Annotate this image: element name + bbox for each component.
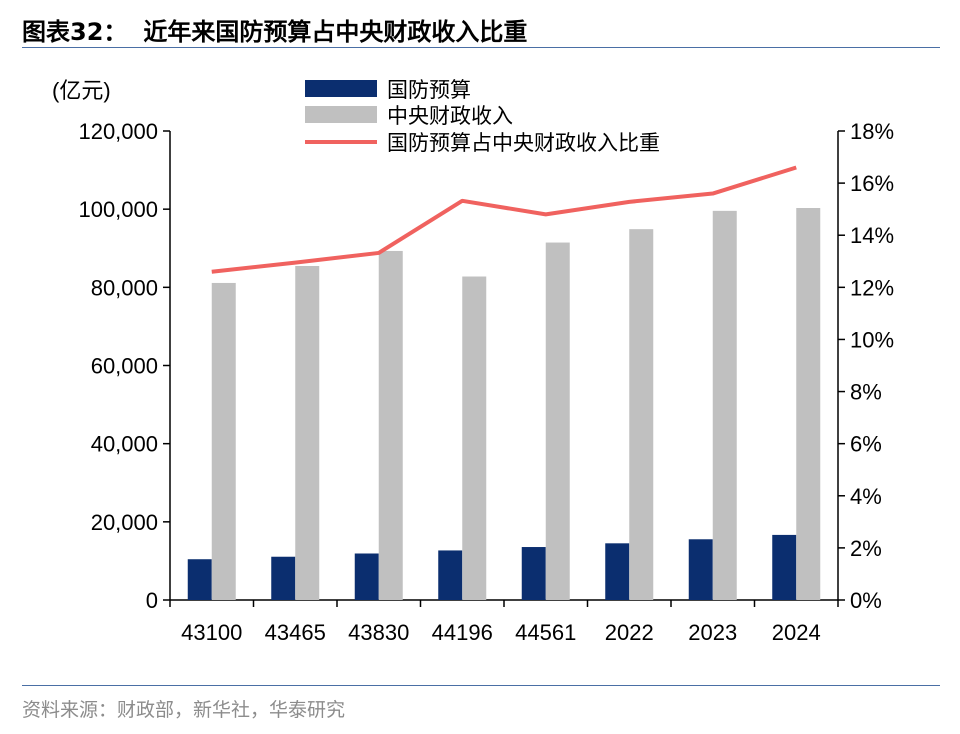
x-tick-label: 44196 [432,620,493,645]
bar-defense-budget [354,553,379,600]
bar-central-revenue [545,242,570,600]
bar-central-revenue [378,250,403,600]
bar-central-revenue [629,229,654,601]
chart-line [211,165,797,274]
bar-defense-budget [271,556,296,600]
legend-label-revenue: 中央财政收入 [387,105,513,128]
title-rule [22,47,940,48]
y-axis-unit-label: (亿元) [52,78,111,103]
bar-central-revenue [211,282,236,600]
bar-defense-budget [521,547,546,600]
y-right-tick-label: 10% [850,327,894,352]
y-right-tick-label: 12% [850,275,894,300]
y-left-tick-label: 0 [146,588,158,613]
y-left-tick-label: 20,000 [91,510,158,535]
x-tick-label: 43830 [348,620,409,645]
bar-defense-budget [187,559,212,600]
figure-title: 图表32： 近年来国防预算占中央财政收入比重 [22,12,527,47]
source-note: 资料来源：财政部，新华社，华泰研究 [22,699,346,721]
bar-central-revenue [462,276,487,600]
source-rule [22,685,940,686]
y-right-tick-label: 2% [850,536,882,561]
y-right-tick-label: 4% [850,484,882,509]
x-tick-label: 43100 [181,620,242,645]
y-left-tick-label: 100,000 [78,197,158,222]
y-right-tick-label: 14% [850,223,894,248]
y-right-tick-label: 8% [850,380,882,405]
legend-swatch-revenue [305,106,377,123]
bar-defense-budget [772,534,797,600]
x-tick-label: 44561 [515,620,576,645]
x-tick-label: 2023 [688,620,737,645]
x-tick-label: 43465 [265,620,326,645]
y-left-tick-label: 40,000 [91,432,158,457]
x-tick-label: 2024 [772,620,821,645]
y-right-tick-label: 0% [850,588,882,613]
chart-bars [187,207,821,601]
bar-defense-budget [438,550,463,600]
figure-title-text: 近年来国防预算占中央财政收入比重 [143,18,528,46]
ratio-line [211,165,797,274]
y-right-tick-label: 16% [850,171,894,196]
x-tick-label: 2022 [605,620,654,645]
y-right-tick-label: 6% [850,432,882,457]
y-left-tick-label: 80,000 [91,275,158,300]
y-left-tick-label: 120,000 [78,119,158,144]
y-right-tick-label: 18% [850,119,894,144]
legend-label-ratio: 国防预算占中央财政收入比重 [387,132,660,155]
bar-central-revenue [712,210,737,600]
bar-defense-budget [688,539,713,600]
y-left-tick-label: 60,000 [91,354,158,379]
chart-axes: 0 20,000 40,000 60,000 80,000 100,000 120,000 0… [78,119,894,645]
bar-defense-budget [605,543,630,600]
legend-swatch-defense [305,80,377,97]
bar-central-revenue [796,207,821,600]
figure-label: 图表32： [22,18,128,46]
bar-central-revenue [295,266,320,600]
legend-label-defense: 国防预算 [387,79,471,102]
